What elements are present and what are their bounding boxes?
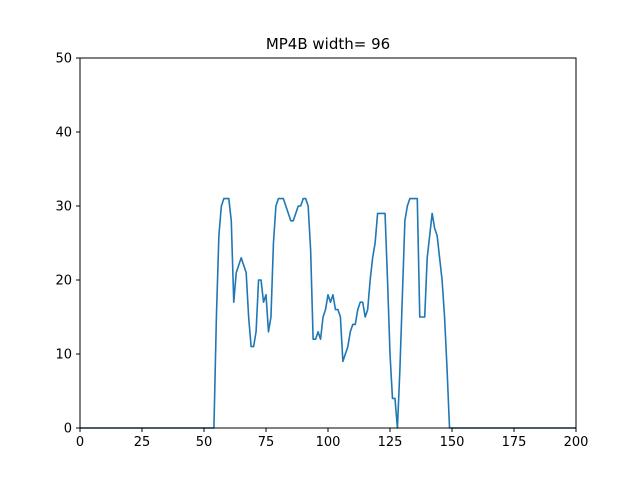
x-tick-label: 50 <box>196 435 213 450</box>
y-tick-label: 30 <box>55 200 72 215</box>
x-tick-label: 25 <box>134 435 151 450</box>
x-tick-label: 75 <box>258 435 275 450</box>
y-tick-label: 20 <box>55 274 72 289</box>
chart-title: MP4B width= 96 <box>266 35 390 53</box>
y-tick-label: 50 <box>55 52 72 67</box>
x-tick-label: 0 <box>76 435 84 450</box>
y-tick-label: 40 <box>55 126 72 141</box>
y-axis: 0 10 20 30 40 50 <box>55 52 80 437</box>
x-axis: 0 25 50 75 100 125 150 175 200 <box>76 428 589 450</box>
x-tick-label: 200 <box>564 435 589 450</box>
series-line-0 <box>80 197 576 429</box>
x-tick-label: 150 <box>440 435 465 450</box>
y-tick-label: 10 <box>55 348 72 363</box>
x-tick-label: 175 <box>502 435 527 450</box>
x-tick-label: 125 <box>378 435 403 450</box>
y-tick-label: 0 <box>64 422 72 437</box>
x-tick-label: 100 <box>316 435 341 450</box>
plot-area <box>80 197 576 429</box>
